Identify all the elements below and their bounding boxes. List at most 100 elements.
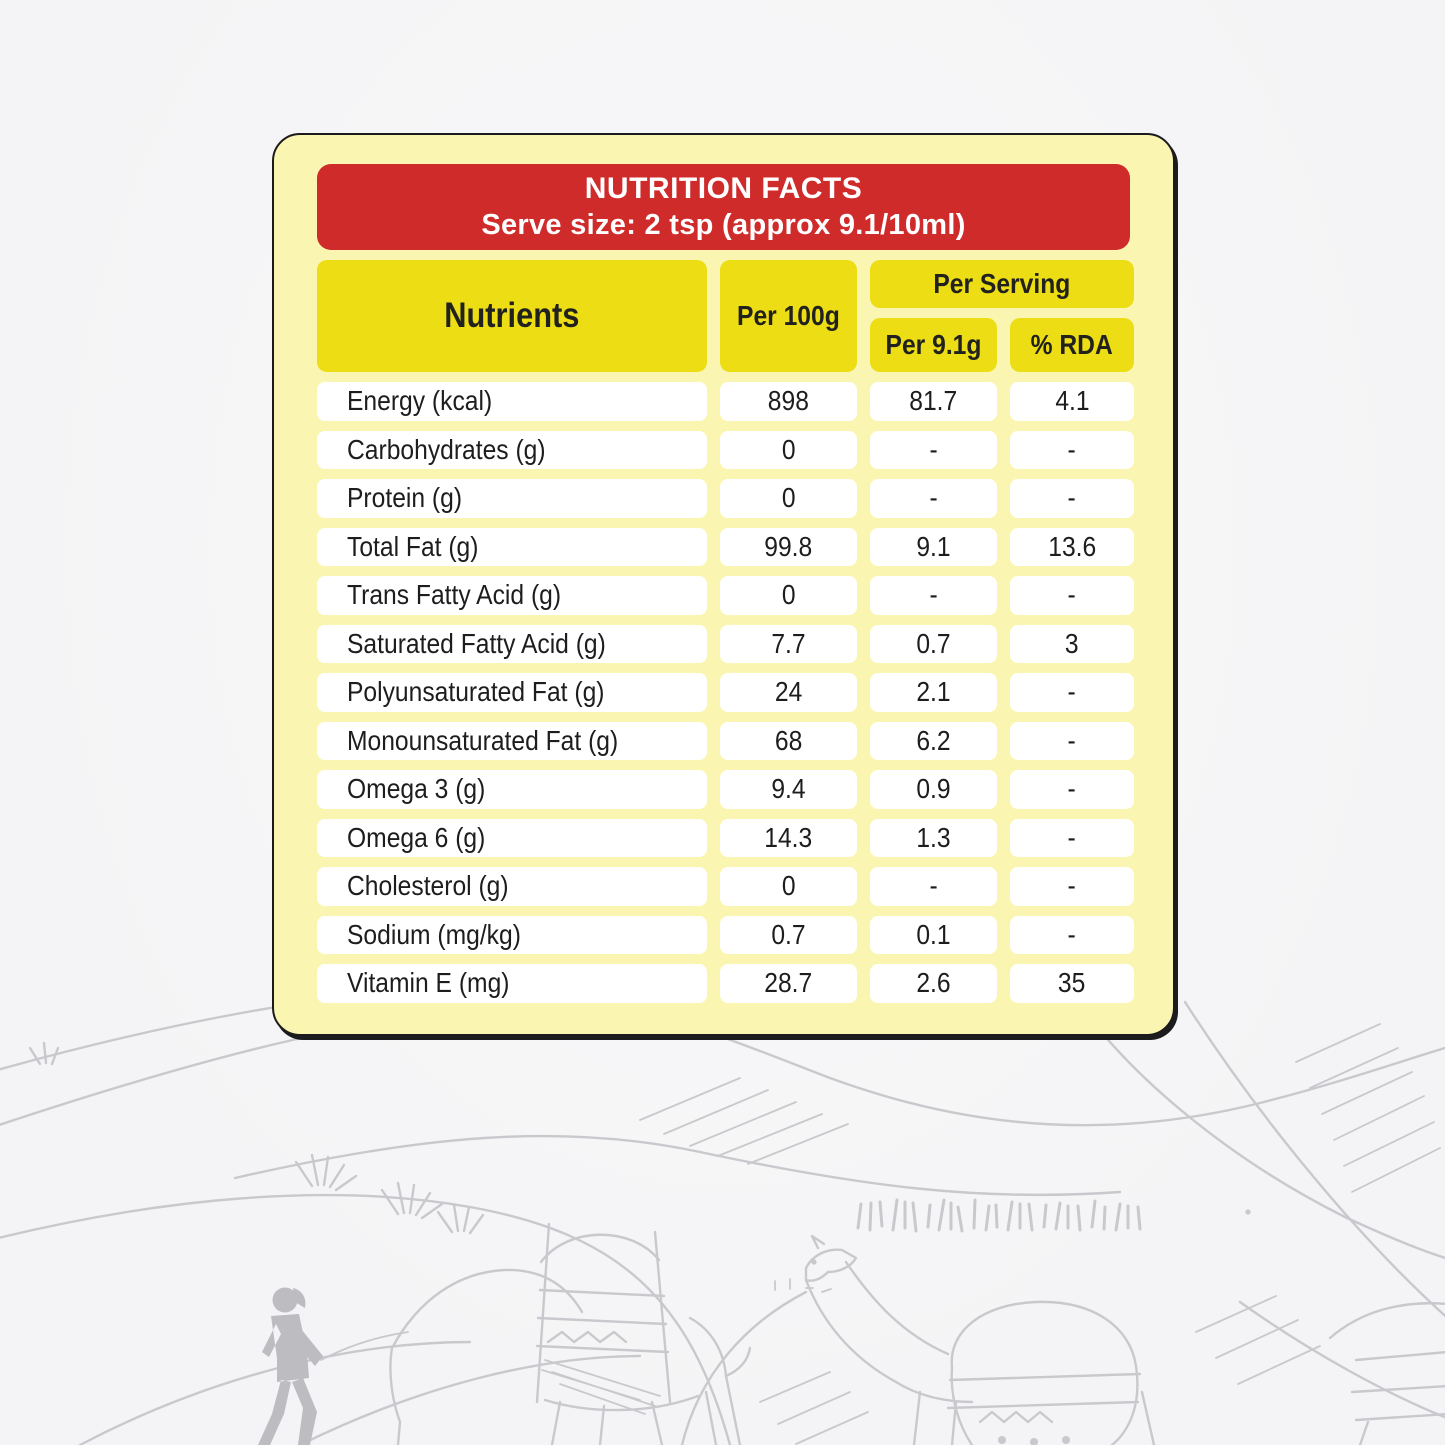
- nutrition-facts-title: NUTRITION FACTS: [584, 172, 863, 205]
- column-header-per-serving-text: Per Serving: [933, 268, 1071, 299]
- value-per-9-1g-text: 0.9: [916, 773, 951, 805]
- value-per-9-1g-text: 81.7: [909, 385, 958, 417]
- value-per-9-1g: 0.7: [870, 624, 997, 663]
- value-per-100g: 0.7: [720, 915, 857, 954]
- nutrient-name-text: Cholesterol (g): [347, 870, 509, 902]
- nutrient-name: Omega 6 (g): [317, 818, 707, 857]
- value-per-100g-text: 24: [774, 676, 803, 708]
- value-per-9-1g: 9.1: [870, 527, 997, 566]
- nutrient-name: Trans Fatty Acid (g): [317, 576, 707, 615]
- value-per-9-1g-text: 2.1: [916, 676, 951, 708]
- serve-size-subtitle: Serve size: 2 tsp (approx 9.1/10ml): [481, 209, 966, 241]
- table-row: Total Fat (g) 99.8 9.1 13.6: [317, 527, 1134, 566]
- value-per-100g: 7.7: [720, 624, 857, 663]
- value-percent-rda-text: 4.1: [1054, 385, 1090, 417]
- value-per-9-1g: 1.3: [870, 818, 997, 857]
- table-row: Sodium (mg/kg) 0.7 0.1 -: [317, 915, 1134, 954]
- nutrient-name: Sodium (mg/kg): [317, 915, 707, 954]
- column-header-per-9-1g-text: Per 9.1g: [885, 329, 982, 360]
- value-per-9-1g: -: [870, 576, 997, 615]
- value-per-100g: 68: [720, 721, 857, 760]
- value-per-100g: 0: [720, 867, 857, 906]
- column-header-percent-rda: % RDA: [1010, 318, 1134, 372]
- table-row: Omega 6 (g) 14.3 1.3 -: [317, 818, 1134, 857]
- value-per-9-1g-text: 6.2: [916, 724, 951, 756]
- value-percent-rda: -: [1010, 721, 1134, 760]
- nutrient-name: Saturated Fatty Acid (g): [317, 624, 707, 663]
- value-percent-rda-text: -: [1067, 773, 1077, 805]
- value-percent-rda-text: -: [1067, 918, 1077, 950]
- nutrition-rows: Energy (kcal) 898 81.7 4.1 Carbohydrates (g)…: [317, 382, 1134, 1003]
- value-per-100g: 24: [720, 673, 857, 712]
- column-header-per-serving: Per Serving: [870, 260, 1134, 308]
- table-row: Polyunsaturated Fat (g) 24 2.1 -: [317, 673, 1134, 712]
- nutrient-name: Energy (kcal): [317, 382, 707, 421]
- value-per-100g: 99.8: [720, 527, 857, 566]
- value-per-9-1g-text: 0.7: [916, 627, 951, 659]
- nutrient-name-text: Omega 3 (g): [347, 773, 486, 805]
- nutrient-name-text: Monounsaturated Fat (g): [347, 724, 619, 756]
- nutrient-name-text: Sodium (mg/kg): [347, 918, 521, 950]
- value-percent-rda: -: [1010, 770, 1134, 809]
- value-per-100g-text: 0: [781, 579, 796, 611]
- value-per-100g: 14.3: [720, 818, 857, 857]
- value-per-9-1g-text: -: [929, 482, 938, 514]
- nutrient-name: Vitamin E (mg): [317, 964, 707, 1003]
- camel-handler-figure: [258, 1287, 323, 1445]
- value-percent-rda: 35: [1010, 964, 1134, 1003]
- table-row: Carbohydrates (g) 0 - -: [317, 430, 1134, 469]
- table-row: Vitamin E (mg) 28.7 2.6 35: [317, 964, 1134, 1003]
- value-per-100g: 0: [720, 430, 857, 469]
- table-header: Nutrients Per 100g Per Serving Per 9.1g …: [317, 260, 1134, 372]
- value-per-100g: 28.7: [720, 964, 857, 1003]
- nutrient-name: Total Fat (g): [317, 527, 707, 566]
- table-row: Protein (g) 0 - -: [317, 479, 1134, 518]
- nutrition-facts-header: NUTRITION FACTS Serve size: 2 tsp (appro…: [317, 164, 1130, 250]
- value-percent-rda: 13.6: [1010, 527, 1134, 566]
- value-per-9-1g-text: 1.3: [916, 821, 951, 853]
- nutrient-name-text: Trans Fatty Acid (g): [347, 579, 562, 611]
- value-per-100g: 0: [720, 576, 857, 615]
- nutrient-name: Cholesterol (g): [317, 867, 707, 906]
- value-percent-rda-text: 13.6: [1048, 530, 1096, 562]
- nutrient-name: Omega 3 (g): [317, 770, 707, 809]
- value-per-100g-text: 68: [774, 724, 803, 756]
- value-per-100g-text: 0: [781, 870, 796, 902]
- value-per-100g-text: 9.4: [771, 773, 806, 805]
- value-percent-rda-text: -: [1067, 724, 1077, 756]
- value-per-100g-text: 0: [781, 482, 796, 514]
- value-per-9-1g-text: -: [929, 433, 938, 465]
- value-per-100g: 0: [720, 479, 857, 518]
- column-header-nutrients: Nutrients: [317, 260, 707, 372]
- value-percent-rda-text: -: [1067, 482, 1077, 514]
- table-row: Energy (kcal) 898 81.7 4.1: [317, 382, 1134, 421]
- nutrient-name: Protein (g): [317, 479, 707, 518]
- value-per-100g-text: 898: [767, 385, 810, 417]
- value-per-9-1g-text: 2.6: [916, 967, 951, 999]
- value-percent-rda-text: -: [1067, 676, 1077, 708]
- value-percent-rda-text: 3: [1065, 627, 1079, 659]
- nutrition-label-card: NUTRITION FACTS Serve size: 2 tsp (appro…: [272, 133, 1175, 1036]
- value-percent-rda: -: [1010, 576, 1134, 615]
- nutrient-name-text: Omega 6 (g): [347, 821, 486, 853]
- value-per-9-1g: 0.9: [870, 770, 997, 809]
- value-per-9-1g: 2.1: [870, 673, 997, 712]
- column-header-per-100g-text: Per 100g: [737, 300, 840, 331]
- value-percent-rda: -: [1010, 430, 1134, 469]
- nutrient-name: Monounsaturated Fat (g): [317, 721, 707, 760]
- table-row: Cholesterol (g) 0 - -: [317, 867, 1134, 906]
- value-percent-rda: -: [1010, 673, 1134, 712]
- per-serving-group: Per Serving Per 9.1g % RDA: [870, 260, 1134, 372]
- nutrient-name-text: Carbohydrates (g): [347, 433, 546, 465]
- nutrient-name-text: Saturated Fatty Acid (g): [347, 627, 606, 659]
- value-per-9-1g: 2.6: [870, 964, 997, 1003]
- table-row: Trans Fatty Acid (g) 0 - -: [317, 576, 1134, 615]
- table-row: Omega 3 (g) 9.4 0.9 -: [317, 770, 1134, 809]
- value-percent-rda: 4.1: [1010, 382, 1134, 421]
- value-percent-rda-text: -: [1067, 433, 1077, 465]
- value-per-9-1g: 81.7: [870, 382, 997, 421]
- value-per-9-1g-text: 9.1: [916, 530, 951, 562]
- value-percent-rda: -: [1010, 818, 1134, 857]
